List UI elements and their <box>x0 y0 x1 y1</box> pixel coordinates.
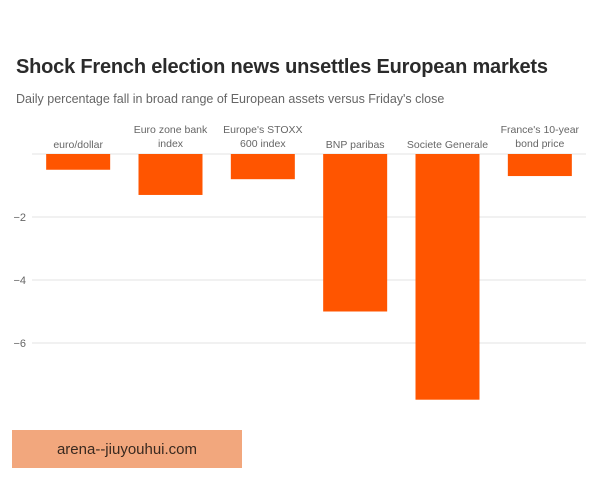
y-tick-label: −6 <box>13 338 26 350</box>
category-label: Europe's STOXX <box>223 124 302 136</box>
category-label: Euro zone bank <box>134 124 208 136</box>
watermark-banner: arena--jiuyouhui.com <box>12 430 242 468</box>
category-label: BNP paribas <box>326 139 385 151</box>
chart-title: Shock French election news unsettles Eur… <box>16 56 548 78</box>
category-label: France's 10-year <box>501 124 580 136</box>
category-label: 600 index <box>240 138 286 150</box>
y-tick-label: −2 <box>13 212 26 224</box>
bar <box>46 154 111 170</box>
bar <box>507 154 572 177</box>
category-label: index <box>158 138 184 150</box>
bar <box>230 154 295 180</box>
bar <box>323 154 388 312</box>
bar <box>415 154 480 400</box>
category-label: bond price <box>515 138 564 150</box>
category-label: Societe Generale <box>407 139 488 151</box>
chart-subtitle: Daily percentage fall in broad range of … <box>16 92 445 106</box>
bar <box>138 154 203 195</box>
watermark-text: arena--jiuyouhui.com <box>56 440 198 458</box>
category-label: euro/dollar <box>53 139 103 151</box>
y-tick-label: −4 <box>13 275 26 287</box>
